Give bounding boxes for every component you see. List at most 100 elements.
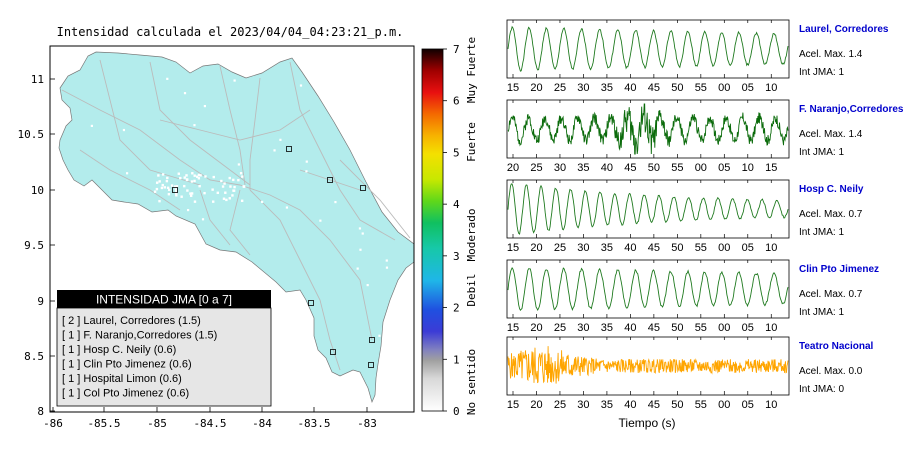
station-dot [186, 208, 190, 212]
station-dot [167, 193, 171, 196]
felt-station-marker [330, 349, 336, 355]
waveform-tick-label: 20 [530, 322, 542, 334]
roads [61, 59, 411, 371]
station-dot [180, 195, 183, 198]
station-dot [175, 189, 178, 193]
felt-station-marker [327, 177, 333, 183]
station-dot [350, 93, 354, 96]
station-dot [196, 175, 199, 178]
waveform-tick-label: 45 [648, 82, 660, 94]
map-ytick-label: 10 [31, 184, 44, 197]
colorbar-label: Moderado [465, 209, 478, 262]
station-dot [168, 188, 171, 192]
station-dot [155, 181, 159, 184]
waveform-tick-label: 55 [695, 399, 707, 411]
station-dot [378, 334, 381, 337]
felt-station-marker [368, 362, 374, 368]
colorbar-tick-label: 3 [453, 250, 460, 263]
station-dot [242, 185, 246, 188]
waveform-trace [507, 183, 789, 235]
waveform-tick-label: 30 [577, 242, 589, 254]
page-title: Intensidad calculada el 2023/04/04_04:23… [57, 25, 404, 39]
station-dot [174, 188, 178, 191]
colorbar-label: Muy Fuerte [465, 37, 478, 103]
waveform-tick-label: 50 [671, 322, 683, 334]
station-dot [198, 184, 201, 188]
jma-intensity: Int JMA: 1 [799, 307, 844, 318]
waveform-tick-label: 15 [507, 82, 519, 94]
waveform-tick-label: 10 [742, 162, 754, 174]
station-dot [155, 187, 159, 191]
station-dot [183, 176, 186, 179]
station-dot [225, 198, 228, 202]
station-dot [223, 182, 226, 185]
waveform-tick-label: 25 [554, 322, 566, 334]
station-dot [122, 128, 126, 132]
station-dot [228, 197, 231, 200]
waveform-tick-label: 30 [577, 322, 589, 334]
colorbar-tick-label: 2 [453, 302, 460, 315]
road [289, 61, 396, 241]
map-axes: -86 -85.5 -85 -84.5 -84 -83.5 -83 11 10.5 10 9.5 9 8… [18, 73, 377, 430]
station-dot [203, 191, 206, 195]
station-dot [161, 183, 164, 187]
colorbar-tick-label: 1 [453, 353, 460, 366]
station-dot [201, 218, 205, 221]
legend-item: [ 1 ] Clin Pto Jimenez (0.6) [62, 359, 192, 371]
max-acceleration: Acel. Max. 0.7 [799, 289, 863, 300]
station-dot [361, 232, 364, 235]
station-dot [191, 172, 194, 175]
waveform-tick-label: 50 [671, 242, 683, 254]
waveform-tick-label: 45 [648, 399, 660, 411]
waveform-tick-label: 55 [695, 322, 707, 334]
waveform-frame [506, 99, 790, 159]
station-dot [185, 178, 189, 182]
waveform-tick-label: 55 [671, 162, 683, 174]
max-acceleration: Acel. Max. 1.4 [799, 129, 863, 140]
station-dot [366, 283, 369, 287]
station-dot [166, 176, 169, 180]
station-dot [189, 230, 192, 234]
colorbar-label: Debil [465, 273, 478, 306]
station-dot [157, 174, 160, 177]
station-dot [153, 190, 157, 193]
waveform-tick-label: 15 [507, 242, 519, 254]
legend-header-bg [57, 290, 271, 308]
waveform-tick-label: 25 [554, 82, 566, 94]
waveform-tick-label: 00 [695, 162, 707, 174]
legend-body [56, 307, 272, 407]
waveform-tick-label: 35 [601, 399, 613, 411]
waveform-tick-label: 30 [554, 162, 566, 174]
waveform-tick-label: 25 [530, 162, 542, 174]
road [249, 189, 341, 371]
colorbar: 0 1 2 3 4 5 6 7 No sentido Debil Moderado Fuerte Mu… [421, 37, 478, 418]
road [61, 89, 373, 341]
station-dot [221, 185, 225, 188]
colorbar-tick-label: 7 [453, 43, 460, 56]
colorbar-tick-label: 6 [453, 95, 460, 108]
map-ytick-label: 11 [31, 73, 44, 86]
station-name: F. Naranjo,Corredores [799, 104, 904, 115]
station-dot [158, 199, 161, 203]
waveform-tick-label: 05 [742, 82, 754, 94]
waveform-tick-label: 40 [624, 399, 636, 411]
waveform-tick-label: 55 [695, 82, 707, 94]
station-dot [193, 200, 197, 203]
station-dot [193, 124, 196, 127]
station-dot [279, 138, 282, 141]
colorbar-tick-label: 5 [453, 146, 460, 159]
waveform-tick-label: 55 [695, 242, 707, 254]
jma-intensity: Int JMA: 1 [799, 67, 844, 78]
road [299, 169, 361, 191]
waveform-tick-label: 40 [624, 322, 636, 334]
station-dot [216, 191, 219, 195]
station-dot [293, 305, 296, 308]
station-dot [193, 179, 196, 183]
station-dot [356, 267, 359, 270]
waveform-tick-label: 25 [554, 242, 566, 254]
waveform-tick-label: 50 [671, 399, 683, 411]
waveform-tick-label: 05 [718, 162, 730, 174]
road [99, 59, 201, 186]
felt-station-marker [369, 337, 375, 343]
